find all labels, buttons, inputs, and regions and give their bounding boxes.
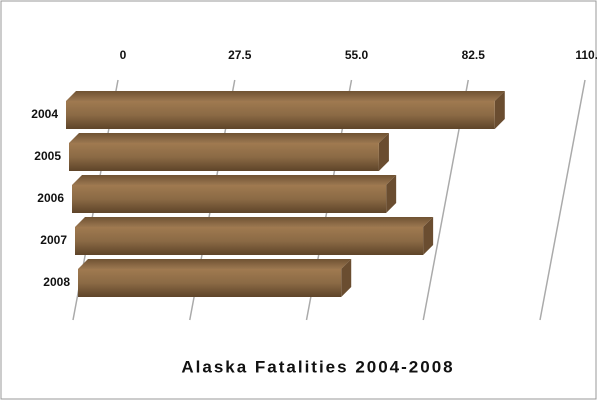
x-tick-label: 0 [120, 48, 127, 62]
bar-top [69, 133, 389, 143]
bar-end [423, 217, 434, 255]
y-tick-label: 2008 [43, 275, 70, 289]
x-tick-label: 110.0 [575, 48, 597, 62]
bar-top [66, 91, 505, 101]
bar [75, 227, 424, 255]
bar-top [78, 259, 352, 269]
y-tick-label: 2005 [34, 149, 61, 163]
chart-title: Alaska Fatalities 2004-2008 [181, 357, 454, 376]
bar-end [341, 259, 352, 297]
y-tick-label: 2006 [37, 191, 64, 205]
bar [78, 269, 342, 297]
grid-line [539, 79, 586, 321]
y-tick-label: 2004 [31, 107, 58, 121]
x-tick-label: 27.5 [228, 48, 252, 62]
bar-end [378, 133, 389, 171]
bar [69, 143, 379, 171]
bar-top [75, 217, 434, 227]
bar-top [72, 175, 397, 185]
bar-end [494, 91, 505, 129]
bar-end [386, 175, 397, 213]
bar [72, 185, 387, 213]
y-tick-label: 2007 [40, 233, 67, 247]
x-tick-label: 82.5 [462, 48, 486, 62]
x-tick-label: 55.0 [345, 48, 369, 62]
bar [66, 101, 495, 129]
